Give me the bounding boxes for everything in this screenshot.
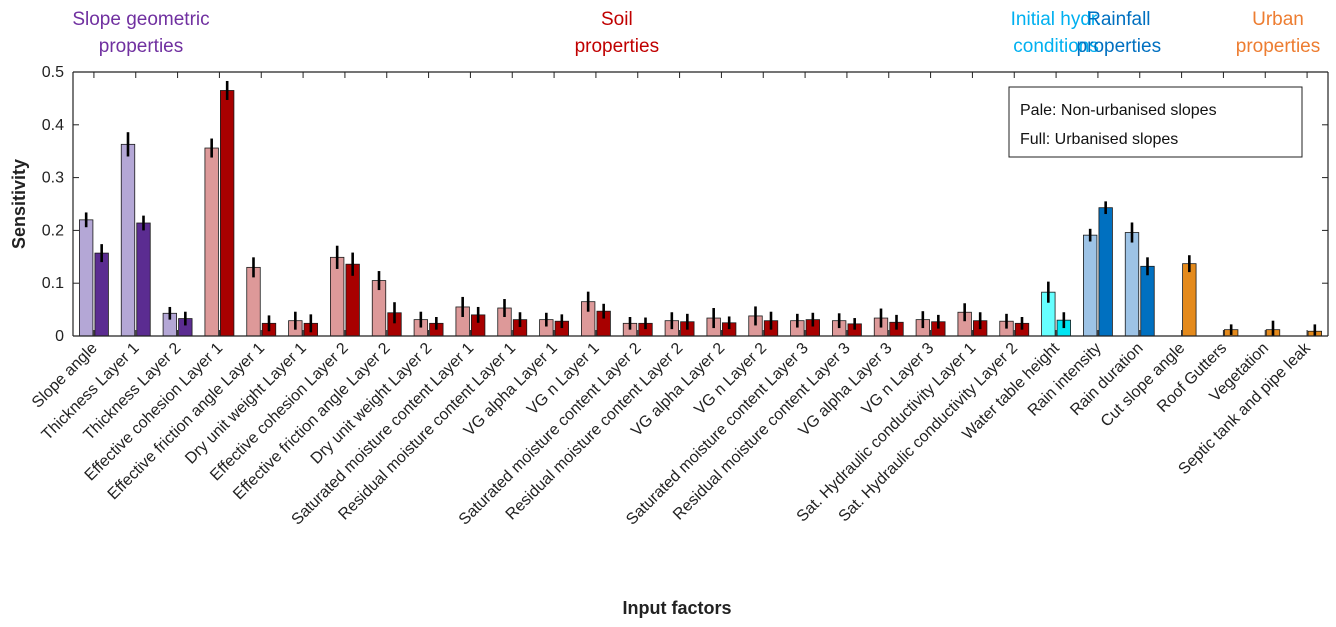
bar-non-urbanised	[1124, 232, 1140, 337]
y-tick-label: 0.5	[42, 64, 64, 81]
bar-non-urbanised	[246, 266, 261, 337]
bar-urbanised	[94, 252, 109, 337]
bar-non-urbanised	[79, 219, 94, 337]
legend: Pale: Non-urbanised slopes Full: Urbanis…	[1008, 86, 1303, 158]
group-label-line: Initial hydr.	[1011, 9, 1102, 30]
group-label: Urban properties	[1236, 9, 1321, 57]
group-label: Slope geometric properties	[72, 9, 209, 57]
group-label-line: Urban	[1252, 9, 1304, 30]
group-label: Rainfall properties	[1077, 9, 1162, 57]
error-bars-layer	[84, 80, 1317, 336]
group-label-line: properties	[1077, 36, 1162, 57]
y-tick-label: 0.4	[42, 117, 64, 134]
category-label: Rain duration	[1067, 340, 1146, 419]
y-axis-title: Sensitivity	[9, 159, 29, 249]
legend-entry-pale: Pale: Non-urbanised slopes	[1020, 102, 1217, 119]
bar-non-urbanised	[120, 143, 136, 337]
y-tick-label: 0.3	[42, 170, 64, 187]
legend-box	[1008, 86, 1303, 158]
bar-non-urbanised	[330, 256, 345, 337]
group-label-line: Soil	[601, 9, 633, 30]
group-label-line: Rainfall	[1087, 9, 1150, 30]
bar-urbanised	[1140, 265, 1155, 337]
group-label-line: properties	[575, 36, 660, 57]
group-label: Initial hydr. conditions	[1011, 9, 1102, 57]
y-tick-label: 0.1	[42, 275, 64, 292]
bar-non-urbanised	[204, 147, 219, 337]
bar-urbanised	[220, 90, 235, 337]
bar-urbanised	[1098, 207, 1113, 337]
bar-urbanised	[136, 222, 151, 337]
group-label-line: Slope geometric	[72, 9, 209, 30]
group-label-line: conditions	[1013, 36, 1099, 57]
bar-urbanised	[1182, 263, 1197, 337]
x-axis-title: Input factors	[622, 598, 731, 618]
legend-entry-full: Full: Urbanised slopes	[1020, 131, 1178, 148]
group-label: Soil properties	[575, 9, 660, 57]
y-tick-label: 0.2	[42, 222, 64, 239]
group-label-line: properties	[1236, 36, 1321, 57]
y-tick-label: 0	[55, 328, 64, 345]
axes-layer: 0 0.1 0.2 0.3 0.4 0.5	[42, 64, 1329, 345]
group-label-line: properties	[99, 36, 184, 57]
bar-non-urbanised	[1083, 234, 1098, 337]
category-label: Rain intensity	[1025, 340, 1105, 420]
